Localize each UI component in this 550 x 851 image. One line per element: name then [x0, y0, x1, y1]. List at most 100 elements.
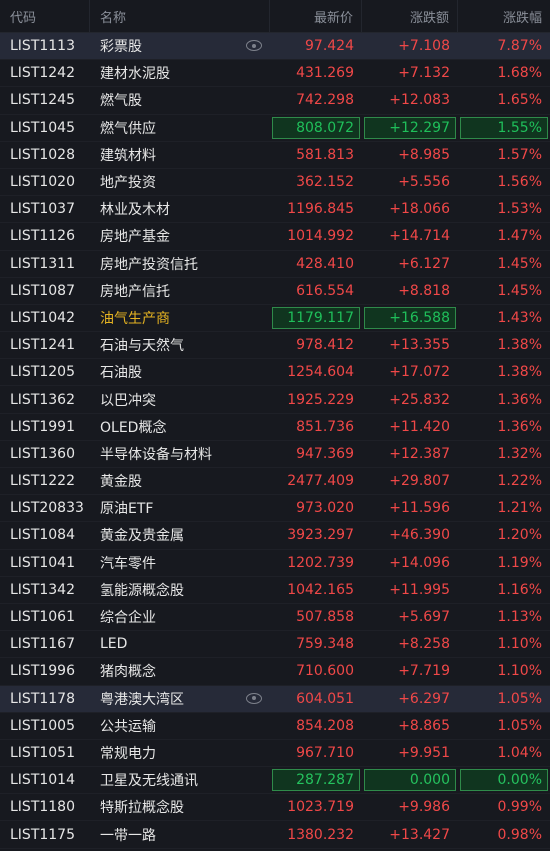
row-pct: 1.20% — [497, 527, 542, 544]
row-price: 616.554 — [296, 282, 354, 299]
row-pct: 1.36% — [497, 391, 542, 408]
row-change: +8.865 — [398, 717, 450, 734]
header-pct[interactable]: 涨跌幅 — [502, 10, 542, 26]
table-row[interactable]: LIST1028 建筑材料 581.813 +8.985 1.57% — [0, 142, 550, 169]
row-pct: 1.10% — [497, 636, 542, 653]
row-pct: 1.32% — [497, 445, 542, 462]
row-pct: 7.87% — [497, 38, 542, 55]
table-row[interactable]: LIST1061 综合企业 507.858 +5.697 1.13% — [0, 604, 550, 632]
table-row[interactable]: LIST1996 猪肉概念 710.600 +7.719 1.10% — [0, 658, 550, 686]
row-code: LIST1991 — [10, 418, 75, 435]
header-name[interactable]: 名称 — [90, 0, 270, 32]
row-change: +11.995 — [389, 581, 450, 598]
table-row[interactable]: LIST1020 地产投资 362.152 +5.556 1.56% — [0, 169, 550, 197]
row-change: +13.355 — [389, 337, 450, 354]
row-code: LIST1167 — [10, 636, 75, 653]
table-row[interactable]: LIST1087 房地产信托 616.554 +8.818 1.45% — [0, 278, 550, 305]
row-pct: 0.99% — [497, 799, 542, 816]
row-pct: 0.00% — [458, 767, 550, 793]
row-price: 759.348 — [296, 636, 354, 653]
eye-icon[interactable] — [246, 40, 262, 52]
row-change: +7.108 — [398, 38, 450, 55]
row-name: 卫星及无线通讯 — [100, 773, 198, 790]
table-row[interactable]: LIST1167 LED 759.348 +8.258 1.10% — [0, 631, 550, 659]
header-code[interactable]: 代码 — [0, 0, 90, 32]
row-pct: 1.45% — [497, 282, 542, 299]
table-row[interactable]: LIST1178 粤港澳大湾区 604.051 +6.297 1.05% — [0, 685, 550, 713]
table-row[interactable]: LIST1222 黄金股 2477.409 +29.807 1.22% — [0, 468, 550, 496]
table-row[interactable]: LIST1042 油气生产商 1179.117 +16.588 1.43% — [0, 305, 550, 333]
row-pct: 1.68% — [497, 65, 542, 82]
table-row[interactable]: LIST1241 石油与天然气 978.412 +13.355 1.38% — [0, 332, 550, 360]
row-pct: 1.13% — [497, 609, 542, 626]
row-change: +8.258 — [398, 636, 450, 653]
row-pct: 1.21% — [497, 500, 542, 517]
row-price: 851.736 — [296, 418, 354, 435]
header-change[interactable]: 涨跌额 — [362, 0, 458, 32]
table-row[interactable]: LIST1084 黄金及贵金属 3923.297 +46.390 1.20% — [0, 522, 550, 550]
table-row[interactable]: LIST1045 燃气供应 808.072 +12.297 1.55% — [0, 115, 550, 142]
table-row[interactable]: LIST1014 卫星及无线通讯 287.287 0.000 0.00% — [0, 767, 550, 795]
row-code: LIST1222 — [10, 473, 75, 490]
table-row[interactable]: LIST1175 一带一路 1380.232 +13.427 0.98% — [0, 821, 550, 849]
row-name: 房地产投资信托 — [100, 256, 198, 273]
row-code: LIST1245 — [10, 92, 75, 109]
row-pct: 1.56% — [497, 174, 542, 191]
row-code: LIST1051 — [10, 744, 75, 761]
row-pct: 1.55% — [458, 115, 550, 141]
row-price: 967.710 — [296, 744, 354, 761]
row-code: LIST1045 — [10, 119, 75, 136]
table-row[interactable]: LIST1245 燃气股 742.298 +12.083 1.65% — [0, 87, 550, 115]
row-change: +46.390 — [389, 527, 450, 544]
row-change: +12.297 — [362, 115, 458, 141]
row-name: 黄金及贵金属 — [100, 528, 184, 545]
row-code: LIST1126 — [10, 228, 75, 245]
row-change: +5.697 — [398, 609, 450, 626]
row-change: +16.588 — [362, 305, 458, 331]
table-row[interactable]: LIST1051 常规电力 967.710 +9.951 1.04% — [0, 740, 550, 768]
row-code: LIST1061 — [10, 609, 75, 626]
table-row[interactable]: LIST1041 汽车零件 1202.739 +14.096 1.19% — [0, 550, 550, 577]
row-pct: 1.19% — [497, 554, 542, 571]
row-name: 燃气股 — [100, 93, 142, 110]
row-code: LIST1311 — [10, 255, 75, 272]
table-row[interactable]: LIST1360 半导体设备与材料 947.369 +12.387 1.32% — [0, 441, 550, 468]
row-name: 油气生产商 — [100, 310, 170, 327]
row-code: LIST1084 — [10, 527, 75, 544]
row-price: 1023.719 — [287, 799, 354, 816]
table-row[interactable]: LIST1037 林业及木材 1196.845 +18.066 1.53% — [0, 196, 550, 224]
row-change: +7.719 — [398, 663, 450, 680]
table-row[interactable]: LIST1005 公共运输 854.208 +8.865 1.05% — [0, 713, 550, 740]
row-price: 742.298 — [296, 92, 354, 109]
row-price: 973.020 — [296, 500, 354, 517]
row-name: 石油与天然气 — [100, 338, 184, 355]
row-pct: 1.16% — [497, 581, 542, 598]
row-code: LIST1020 — [10, 174, 75, 191]
row-name: 一带一路 — [100, 827, 156, 844]
header-price[interactable]: 最新价 — [270, 0, 362, 32]
row-code: LIST1037 — [10, 201, 75, 218]
row-code: LIST1205 — [10, 364, 75, 381]
row-code: LIST20833 — [10, 500, 84, 517]
table-row[interactable]: LIST1991 OLED概念 851.736 +11.420 1.36% — [0, 414, 550, 441]
table-row[interactable]: LIST1342 氢能源概念股 1042.165 +11.995 1.16% — [0, 577, 550, 604]
row-code: LIST1113 — [10, 38, 75, 55]
table-row[interactable]: LIST1205 石油股 1254.604 +17.072 1.38% — [0, 359, 550, 387]
row-price: 604.051 — [296, 690, 354, 707]
row-pct: 1.05% — [497, 690, 542, 707]
eye-icon[interactable] — [246, 692, 262, 704]
table-row[interactable]: LIST20833 原油ETF 973.020 +11.596 1.21% — [0, 495, 550, 523]
table-row[interactable]: LIST1362 以巴冲突 1925.229 +25.832 1.36% — [0, 386, 550, 414]
table-row[interactable]: LIST1180 特斯拉概念股 1023.719 +9.986 0.99% — [0, 794, 550, 822]
row-pct: 1.57% — [497, 146, 542, 163]
row-pct: 1.22% — [497, 473, 542, 490]
row-change: +13.427 — [389, 826, 450, 843]
row-price: 1196.845 — [287, 201, 354, 218]
table-row[interactable]: LIST1242 建材水泥股 431.269 +7.132 1.68% — [0, 60, 550, 88]
table-row[interactable]: LIST1113 彩票股 97.424 +7.108 7.87% — [0, 33, 550, 61]
table-row[interactable]: LIST1126 房地产基金 1014.992 +14.714 1.47% — [0, 223, 550, 251]
row-price: 854.208 — [296, 717, 354, 734]
table-row[interactable]: LIST1311 房地产投资信托 428.410 +6.127 1.45% — [0, 251, 550, 278]
row-change: +8.818 — [398, 282, 450, 299]
row-pct: 1.47% — [497, 228, 542, 245]
